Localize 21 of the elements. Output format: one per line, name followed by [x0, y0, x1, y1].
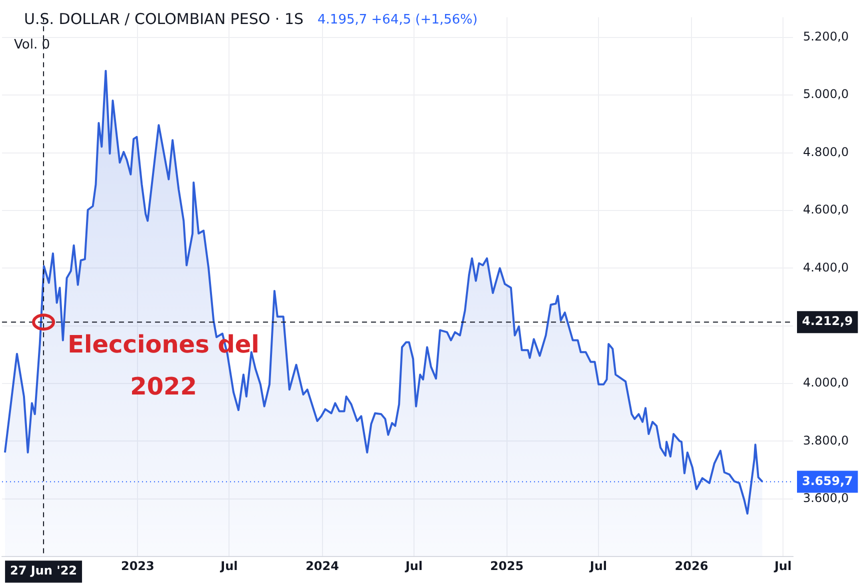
- chart-subtitle: 4.195,7 +64,5 (+1,56%): [318, 12, 478, 28]
- y-tick-label: 5.000,0: [803, 87, 849, 102]
- y-tick-label: 4.000,0: [803, 376, 849, 390]
- x-tick-label: 2024: [306, 558, 339, 573]
- x-tick-label: Jul: [404, 558, 423, 573]
- x-tick-label: 2026: [674, 558, 708, 573]
- ref-line-label: 27 Jun '22: [10, 564, 78, 578]
- x-tick-label: Jul: [220, 558, 238, 573]
- x-tick-label: 2025: [490, 558, 524, 573]
- y-tick-label: 3.800,0: [803, 433, 849, 448]
- y-tick-label: 5.200,0: [803, 30, 849, 44]
- ref-line-label: 4.212,9: [802, 314, 853, 328]
- ref-line-label: 3.659,7: [802, 474, 853, 488]
- x-tick-label: Jul: [773, 558, 792, 573]
- x-tick-label: Jul: [588, 558, 607, 573]
- y-tick-label: 4.800,0: [803, 144, 849, 159]
- chart-title: U.S. DOLLAR / COLOMBIAN PESO · 1S: [24, 10, 304, 28]
- y-tick-label: 4.400,0: [803, 260, 849, 274]
- x-tick-label: 2023: [120, 558, 154, 573]
- y-tick-label: 3.600,0: [803, 491, 849, 506]
- y-tick-label: 4.600,0: [803, 202, 849, 217]
